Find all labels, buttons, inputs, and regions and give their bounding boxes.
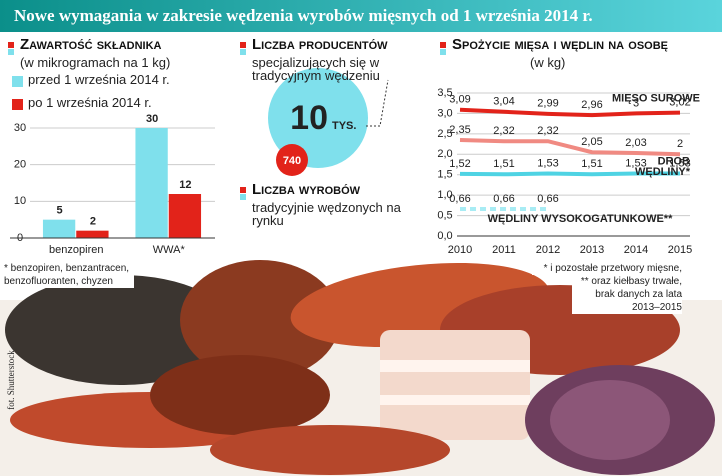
series-line xyxy=(459,107,681,118)
data-label: 3,02 xyxy=(669,97,690,109)
series-name: MIĘSO SUROWE xyxy=(612,93,700,105)
data-label: 1,51 xyxy=(581,158,602,170)
x-tick-label: WWA* xyxy=(153,244,186,256)
data-label: 2 xyxy=(677,138,683,150)
x-tick-label: 2013 xyxy=(580,244,604,256)
leader-line xyxy=(366,79,389,127)
data-label: 2,99 xyxy=(537,98,558,110)
y-tick-label: 0,0 xyxy=(437,230,452,242)
data-label: 0,66 xyxy=(537,193,558,205)
data-label: 2,03 xyxy=(625,137,646,149)
line-title: Spożycie mięsa i wędlin na osobę xyxy=(452,36,669,53)
data-label: 1,53 xyxy=(669,157,690,169)
data-label: 3,04 xyxy=(493,96,514,108)
x-tick-label: 2011 xyxy=(492,244,516,256)
data-label: 2 xyxy=(90,216,96,228)
bar xyxy=(42,219,76,238)
producers-text: specjalizujących się w tradycyjnym wędze… xyxy=(252,55,380,83)
data-label: 1,53 xyxy=(537,157,558,169)
header-title: Nowe wymagania w zakresie wędzenia wyrob… xyxy=(14,6,593,25)
x-tick-label: 2012 xyxy=(536,244,560,256)
legend-swatch xyxy=(12,99,23,110)
data-label: 2,35 xyxy=(449,124,470,136)
x-tick-label: benzopiren xyxy=(49,244,103,256)
data-label: 12 xyxy=(179,179,191,191)
y-tick-label: 3,5 xyxy=(437,87,452,99)
bullet xyxy=(240,42,246,48)
legend-label: przed 1 września 2014 r. xyxy=(28,72,170,87)
food-photo xyxy=(0,260,722,476)
producers-unit: TYS. xyxy=(332,120,356,132)
products-circle xyxy=(276,144,308,176)
x-tick-label: 2010 xyxy=(448,244,472,256)
photo-credit: fot. Shutterstock xyxy=(6,350,16,410)
bullet xyxy=(240,194,246,200)
bullet xyxy=(8,42,14,48)
series-line xyxy=(459,171,680,177)
bullet xyxy=(440,49,446,55)
header-bar xyxy=(0,0,722,32)
series-name: DRÓB xyxy=(658,154,690,167)
data-label: 2,32 xyxy=(493,125,514,137)
y-tick-label: 10 xyxy=(14,195,26,207)
series-name: WĘDLINY* xyxy=(635,166,691,178)
products-title: Liczba wyrobów xyxy=(252,181,361,198)
bar xyxy=(135,128,168,238)
bar-footnote: * benzopiren, benzantracen, benzofluoran… xyxy=(4,262,134,288)
data-label: 1,53 xyxy=(625,157,646,169)
data-label: 3 xyxy=(633,97,639,109)
products-value: 740 xyxy=(283,155,301,167)
y-tick-label: 0,5 xyxy=(437,209,452,221)
x-tick-label: 2015 xyxy=(668,244,692,256)
data-label: 2,05 xyxy=(581,136,602,148)
bullet xyxy=(240,49,246,55)
y-tick-label: 30 xyxy=(14,122,26,134)
bar xyxy=(76,230,109,238)
bullet xyxy=(440,42,446,48)
data-label: 1,51 xyxy=(493,158,514,170)
data-label: 1,52 xyxy=(449,158,470,170)
legend-label: po 1 września 2014 r. xyxy=(28,95,152,110)
y-tick-label: 2,5 xyxy=(437,128,452,140)
series-line xyxy=(459,137,681,157)
bullet xyxy=(240,187,246,193)
data-label: 2,32 xyxy=(537,125,558,137)
line-footnote: * i pozostałe przetwory mięsne, xyxy=(532,262,682,275)
series-name: WĘDLINY WYSOKOGATUNKOWE** xyxy=(488,213,673,225)
y-tick-label: 3,0 xyxy=(437,107,452,119)
producers-value: 10 xyxy=(290,99,328,137)
data-label: 2,96 xyxy=(581,99,602,111)
data-label: 3,09 xyxy=(449,94,470,106)
producers-circle xyxy=(268,68,368,168)
producers-title: Liczba producentów xyxy=(252,36,388,53)
y-tick-label: 1,0 xyxy=(437,189,452,201)
bullet xyxy=(8,49,14,55)
products-text: tradycyjnie wędzonych na rynku xyxy=(252,200,401,228)
y-tick-label: 20 xyxy=(14,159,26,171)
legend-swatch xyxy=(12,76,23,87)
data-label: 0,66 xyxy=(449,193,470,205)
data-label: 5 xyxy=(57,205,63,217)
line-footnote: ** oraz kiełbasy trwałe, brak danych za … xyxy=(572,275,682,314)
y-tick-label: 1,5 xyxy=(437,169,452,181)
line-subtitle: (w kg) xyxy=(530,55,566,70)
bar-subtitle: (w mikrogramach na 1 kg) xyxy=(20,55,171,70)
x-tick-label: 2014 xyxy=(624,244,648,256)
data-label: 30 xyxy=(146,113,158,125)
bar xyxy=(168,194,202,238)
data-label: 0,66 xyxy=(493,193,514,205)
y-tick-label: 2,0 xyxy=(437,148,452,160)
bar-title: Zawartość składnika xyxy=(20,36,162,53)
